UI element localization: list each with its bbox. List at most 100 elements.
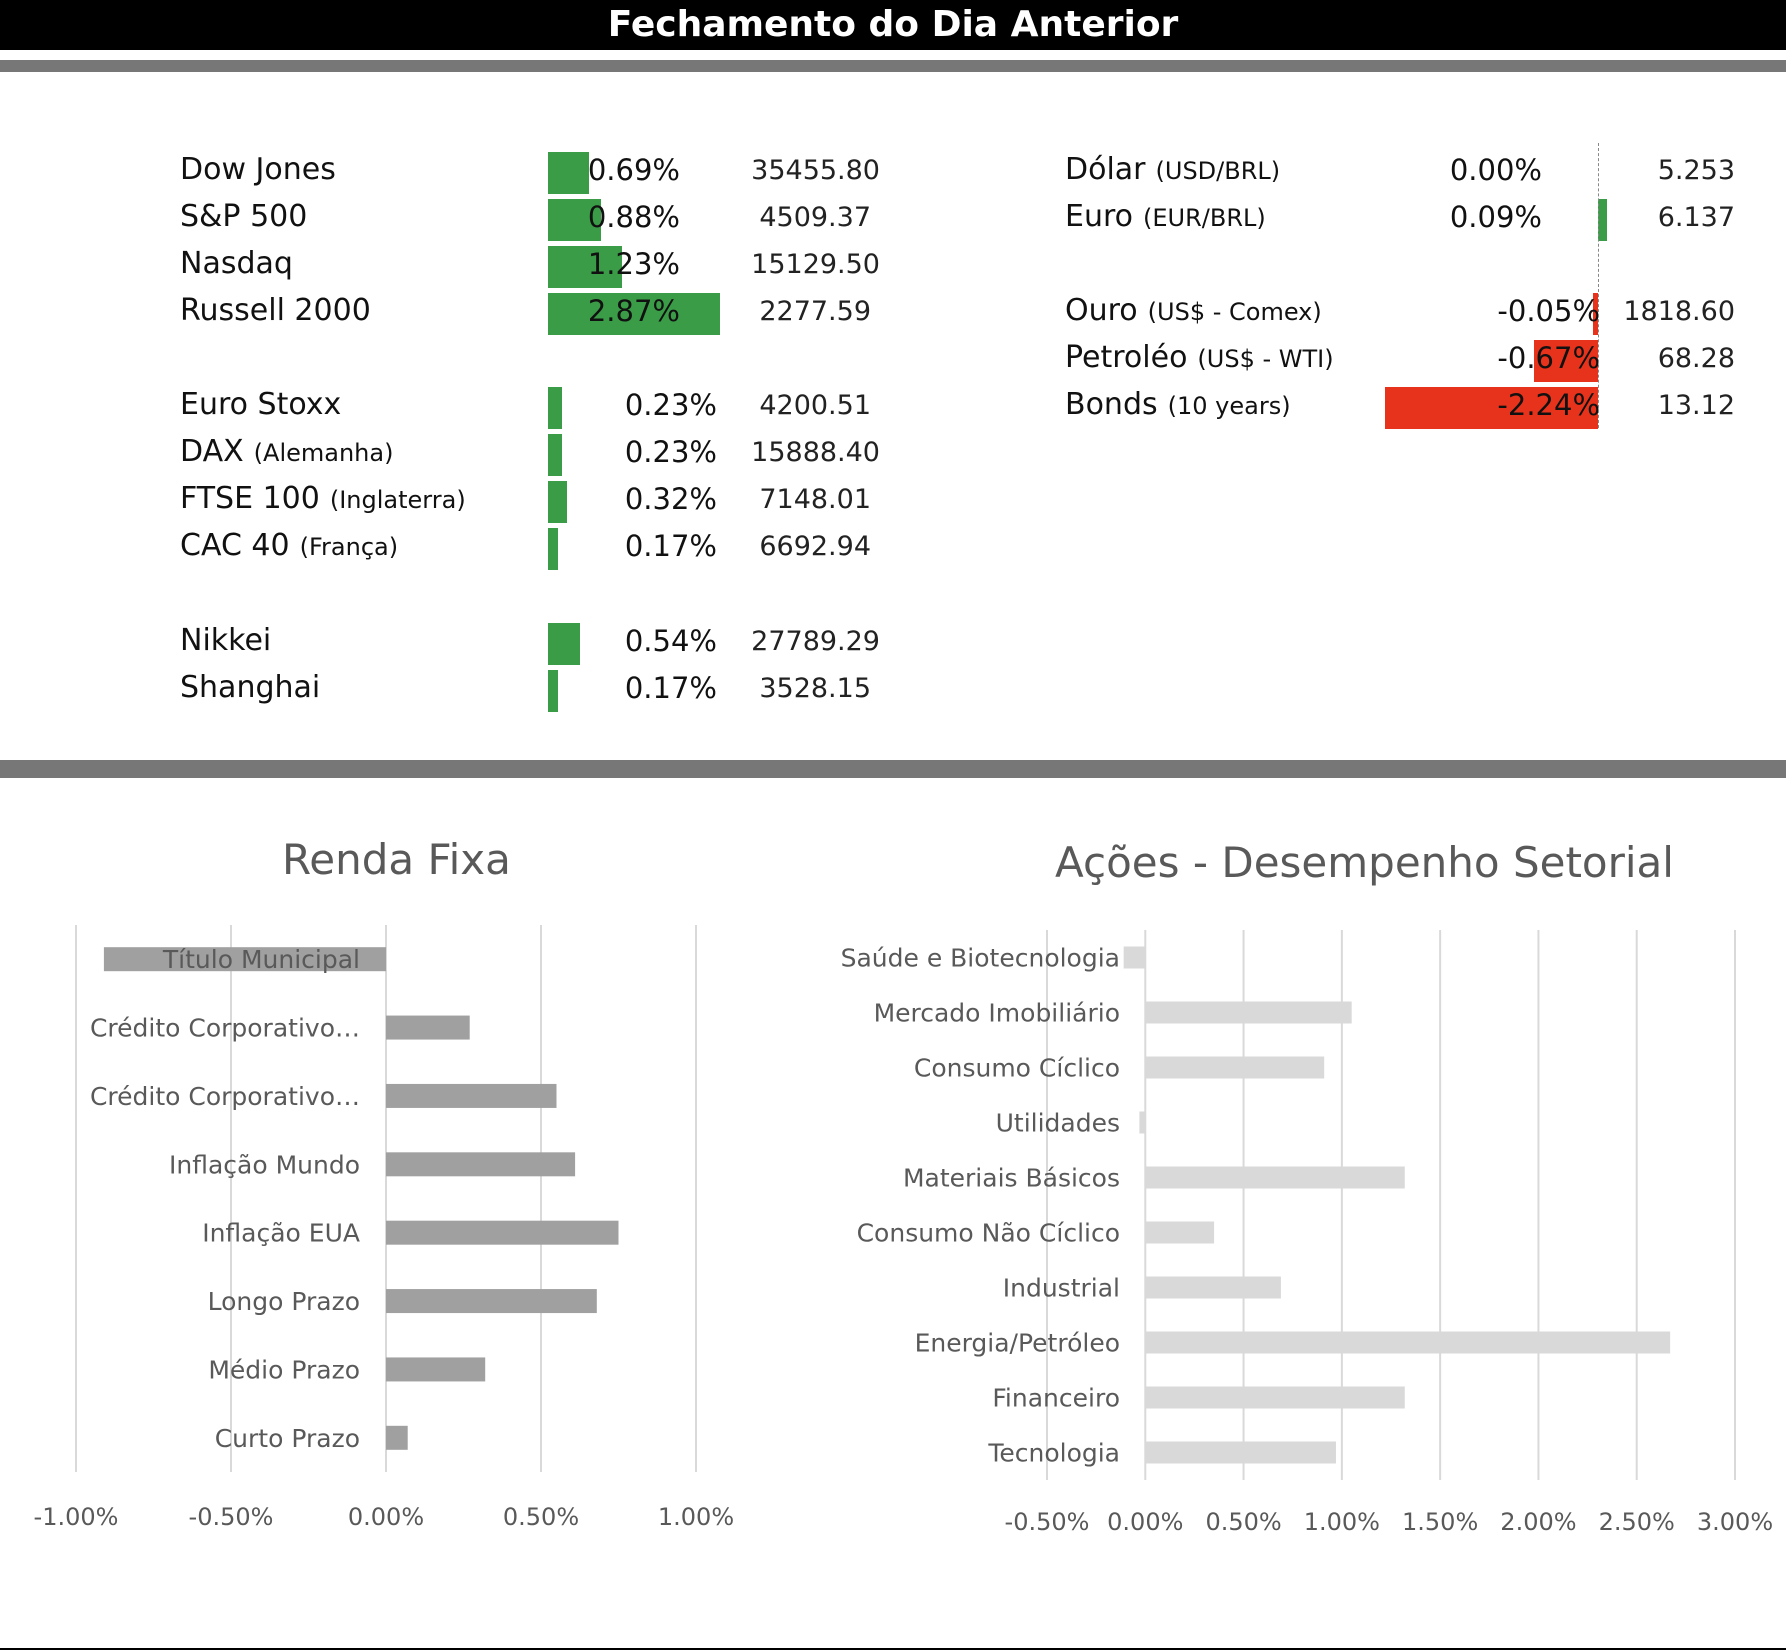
fx-pct: 0.09% <box>1449 200 1542 234</box>
fx-name-label: Ouro <box>1065 293 1138 328</box>
index-name-label: S&P 500 <box>180 199 308 234</box>
index-name: Shanghai <box>180 670 320 705</box>
fx-name-label: Bonds <box>1065 387 1158 422</box>
index-price: 15129.50 <box>751 249 880 280</box>
bar <box>103 947 387 972</box>
bar <box>1139 1111 1146 1134</box>
fx-price: 5.253 <box>1657 155 1735 186</box>
index-price: 6692.94 <box>759 531 871 562</box>
index-change-bar <box>548 670 559 712</box>
x-tick-label: 0.00% <box>348 1503 424 1531</box>
fx-name: Ouro (US$ - Comex) <box>1065 293 1322 328</box>
fx-name: Bonds (10 years) <box>1065 387 1291 422</box>
x-tick-label: 1.50% <box>1402 1508 1478 1536</box>
index-name: Dow Jones <box>180 152 336 187</box>
index-name: FTSE 100 (Inglaterra) <box>180 481 466 516</box>
bar <box>386 1015 470 1040</box>
fx-name-suffix: (EUR/BRL) <box>1143 204 1266 232</box>
index-pct: 0.17% <box>624 671 717 705</box>
index-pct: 1.23% <box>587 247 680 281</box>
bar <box>386 1083 557 1108</box>
index-pct: 0.69% <box>587 153 680 187</box>
fx-name: Petroléo (US$ - WTI) <box>1065 340 1334 375</box>
index-name-suffix: (Alemanha) <box>253 439 394 467</box>
index-change-bar <box>548 481 568 523</box>
divider-top <box>0 60 1786 72</box>
index-price: 2277.59 <box>759 296 871 327</box>
bar <box>1145 1386 1405 1409</box>
index-change-bar <box>548 199 601 241</box>
category-label: Longo Prazo <box>208 1287 360 1316</box>
acoes-chart: -0.50% 0.00% 0.50% 1.00% 1.50% 2.00% 2.50% 3.00… <box>841 930 1773 1536</box>
bar <box>1145 1221 1215 1244</box>
index-price: 4509.37 <box>759 202 871 233</box>
bar <box>386 1425 408 1450</box>
category-label: Título Municipal <box>162 945 360 974</box>
index-change-bar <box>548 528 559 570</box>
category-label: Utilidades <box>996 1109 1120 1138</box>
category-label: Tecnologia <box>987 1439 1120 1468</box>
index-pct: 2.87% <box>587 294 680 328</box>
category-label: Inflação EUA <box>202 1219 360 1248</box>
fx-name: Dólar (USD/BRL) <box>1065 152 1280 187</box>
index-name-label: Nasdaq <box>180 246 293 281</box>
index-name: DAX (Alemanha) <box>180 434 393 469</box>
category-label: Consumo Não Cíclico <box>857 1219 1120 1248</box>
fx-pct: -0.67% <box>1497 341 1600 375</box>
index-name-suffix: (França) <box>299 533 399 561</box>
bar <box>1145 1331 1671 1354</box>
index-name: CAC 40 (França) <box>180 528 398 563</box>
fx-price: 68.28 <box>1657 343 1735 374</box>
renda-fixa-chart: -1.00% -0.50% 0.00% 0.50% 1.00% Título Munici… <box>34 925 734 1531</box>
category-label: Crédito Corporativo… <box>90 1082 360 1111</box>
bar <box>1145 1056 1325 1079</box>
category-label: Curto Prazo <box>215 1424 360 1453</box>
fx-change-bar <box>1598 199 1607 241</box>
fx-name-label: Petroléo <box>1065 340 1188 375</box>
index-name-label: Euro Stoxx <box>180 387 342 422</box>
fx-pct: 0.00% <box>1449 153 1542 187</box>
fx-pct: -0.05% <box>1497 294 1600 328</box>
category-label: Consumo Cíclico <box>914 1054 1120 1083</box>
bar <box>1145 1166 1405 1189</box>
x-tick-label: 3.00% <box>1697 1508 1773 1536</box>
index-name: Euro Stoxx <box>180 387 341 422</box>
fx-price: 6.137 <box>1657 202 1735 233</box>
bar <box>1145 1001 1352 1024</box>
fx-name-suffix: (10 years) <box>1167 392 1291 420</box>
category-label: Mercado Imobiliário <box>874 999 1120 1028</box>
bar <box>1145 1441 1336 1464</box>
index-change-bar <box>548 623 581 665</box>
index-pct: 0.88% <box>587 200 680 234</box>
category-label: Médio Prazo <box>208 1355 360 1384</box>
bar <box>386 1220 619 1245</box>
x-tick-label: 0.00% <box>1107 1508 1183 1536</box>
index-pct: 0.32% <box>624 482 717 516</box>
index-change-bar <box>548 293 721 335</box>
fx-zero-line <box>1598 143 1599 428</box>
index-price: 15888.40 <box>751 437 880 468</box>
x-tick-label: 2.00% <box>1500 1508 1576 1536</box>
index-pct: 0.23% <box>624 388 717 422</box>
index-name-label: FTSE 100 <box>180 481 320 516</box>
x-tick-label: -0.50% <box>189 1503 274 1531</box>
renda-fixa-title: Renda Fixa <box>282 835 511 884</box>
index-change-bar <box>548 246 622 288</box>
index-change-bar <box>548 152 590 194</box>
x-tick-label: -1.00% <box>34 1503 119 1531</box>
fx-price: 13.12 <box>1657 390 1735 421</box>
header-bar <box>0 0 1786 50</box>
index-name: Nikkei <box>180 623 271 658</box>
index-name: Russell 2000 <box>180 293 371 328</box>
x-tick-label: 1.00% <box>1304 1508 1380 1536</box>
category-label: Saúde e Biotecnologia <box>841 944 1120 973</box>
index-pct: 0.23% <box>624 435 717 469</box>
index-name-label: Russell 2000 <box>180 293 371 328</box>
x-tick-label: -0.50% <box>1005 1508 1090 1536</box>
index-name-suffix: (Inglaterra) <box>329 486 466 514</box>
bottom-border <box>0 1648 1786 1650</box>
index-pct: 0.54% <box>624 624 717 658</box>
index-pct: 0.17% <box>624 529 717 563</box>
bar <box>386 1289 597 1314</box>
index-price: 4200.51 <box>759 390 871 421</box>
